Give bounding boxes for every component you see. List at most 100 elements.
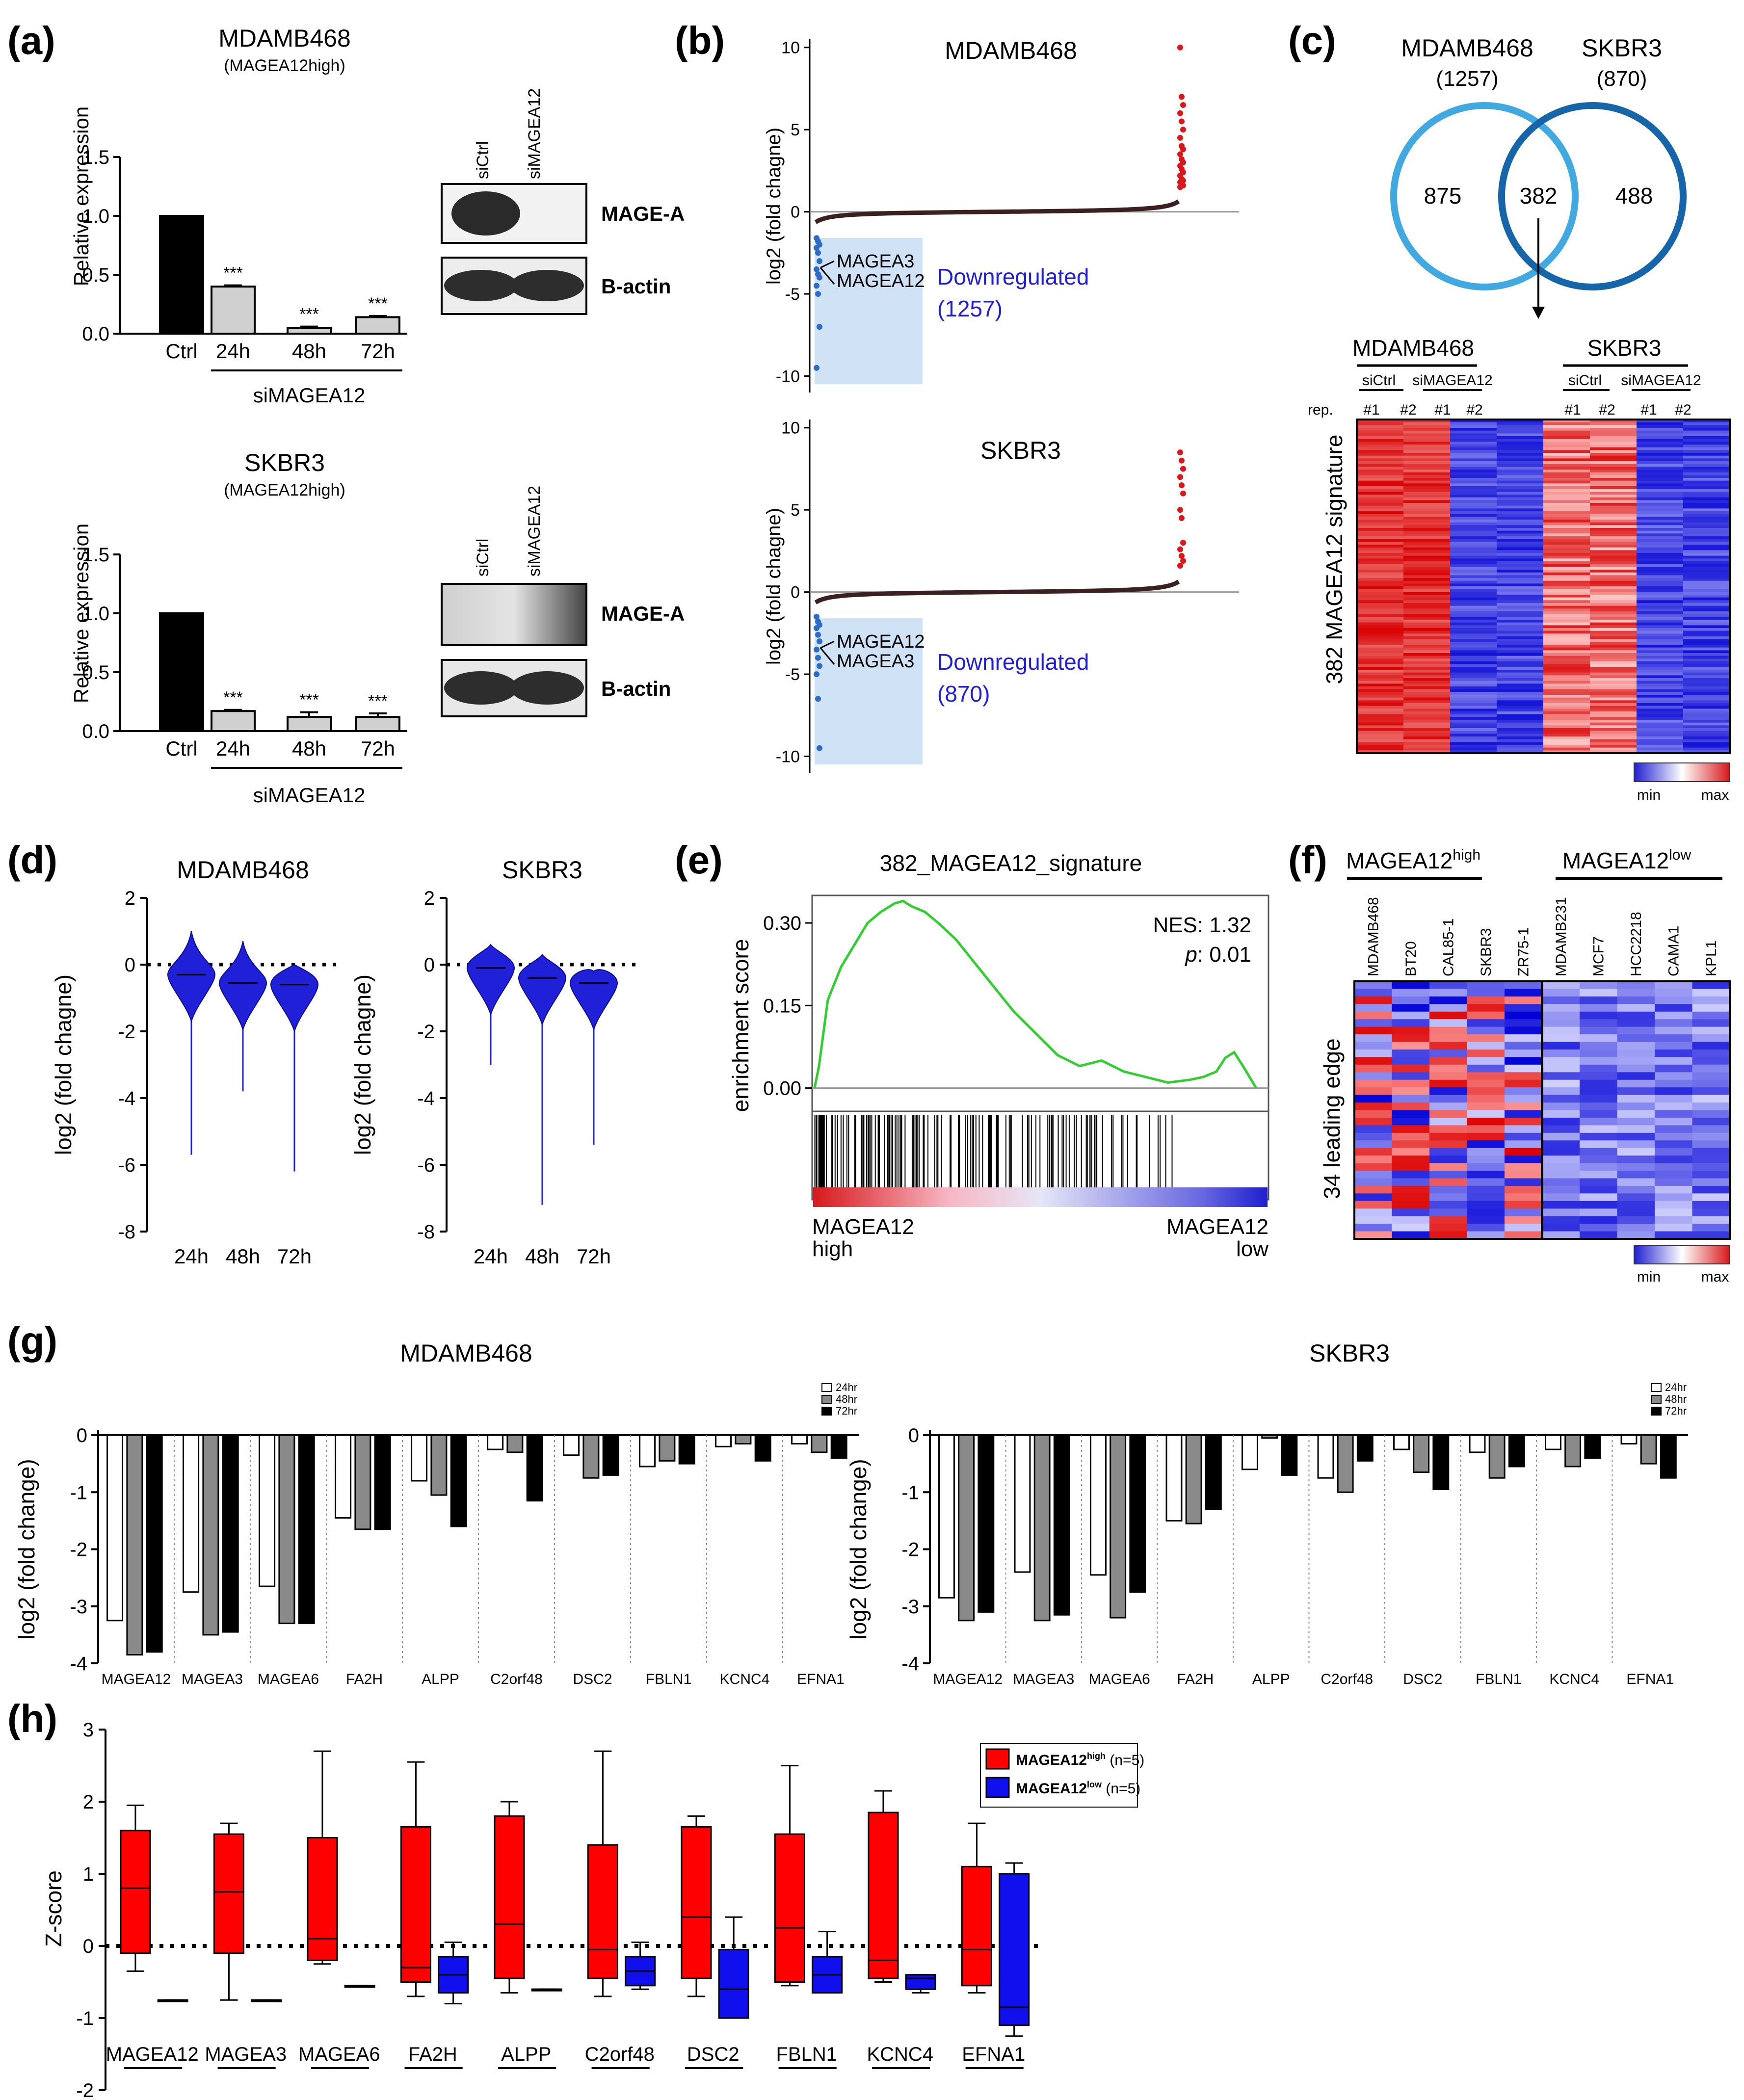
b-bottom-up-point [1177,474,1183,480]
heatmap-c-cell [1590,653,1637,656]
g-right-ytick-label: -3 [901,1596,919,1618]
g-right-xtick-label: MAGEA6 [1089,1671,1150,1687]
heatmap-c-cell [1450,536,1497,540]
heatmap-c-cell [1357,678,1404,682]
heatmap-c-cell [1543,467,1590,470]
heatmap-c-cell [1637,483,1684,487]
heatmap-c-cell [1497,547,1544,551]
heatmap-c-cell [1590,475,1637,478]
a-top-sig: *** [368,294,388,313]
heatmap-c-cell [1683,453,1730,456]
heatmap-c-cell [1590,522,1637,525]
heatmap-c-cell [1497,595,1544,598]
heatmap-f-cell [1354,1102,1392,1110]
heatmap-c-cell [1543,642,1590,645]
heatmap-f-cell [1467,981,1505,989]
heatmap-f-cell [1392,1193,1430,1202]
a-bottom-xtick-label: Ctrl [165,737,197,760]
heatmap-c-cell [1590,683,1637,687]
heatmap-c-cell [1357,583,1404,587]
heatmap-c-cell [1543,580,1590,584]
heatmap-c-cell [1637,503,1684,506]
g-right-bar [1129,1434,1146,1593]
heatmap-c-cell [1683,692,1730,695]
heatmap-c-cell [1403,747,1451,751]
heatmap-c-cell [1497,422,1544,425]
heatmap-f-cell [1617,1057,1655,1065]
heatmap-f-cell [1392,1026,1430,1035]
heatmap-c-cell [1683,667,1730,670]
heatmap-c-cell [1357,505,1404,509]
heatmap-c-cell [1450,653,1497,656]
heatmap-c-cell [1543,522,1590,525]
heatmap-f-cell [1392,1216,1430,1224]
western-blot-mdamb468: siCtrl siMAGEA12 MAGE-A B-actin [441,88,685,315]
heatmap-c-cell [1497,589,1544,592]
heatmap-c-cell [1683,731,1730,734]
heatmap-f-cell [1692,1095,1730,1103]
heatmap-c-cell [1450,681,1497,684]
heatmap-c-cell [1683,550,1730,553]
heatmap-f-cell [1617,1004,1655,1012]
heatmap-c-cell [1497,603,1544,606]
heatmap-c-legend-bar [1634,762,1730,782]
heatmap-c-cell [1683,567,1730,570]
heatmap-f-cell [1655,1201,1692,1209]
heatmap-f-cell [1580,1049,1617,1057]
venn-left-only: 875 [1424,183,1462,209]
heatmap-c-cell [1543,489,1590,492]
heatmap-c-cell [1357,586,1404,590]
heatmap-c-cell [1637,580,1684,584]
g-right-bar [1356,1434,1374,1462]
heatmap-c-cell [1543,681,1590,684]
heatmap-c-cell [1357,605,1404,609]
f-row-label: 34 leading edge [1319,1038,1345,1199]
heatmap-c-cell [1543,614,1590,617]
heatmap-c-cell [1543,608,1590,612]
heatmap-c-cell [1450,522,1497,525]
heatmap-c-cell [1403,739,1451,742]
heatmap-f-cell [1392,1072,1430,1080]
heatmap-c-cell [1450,656,1497,659]
g-left-legend-swatch [821,1383,832,1392]
heatmap-f-cell [1617,1216,1655,1224]
g-right-legend-swatch [1651,1407,1662,1416]
heatmap-f-cell [1467,1224,1505,1232]
venn-left-total: (1257) [1436,67,1498,91]
h-ytick-label: 2 [83,1791,94,1813]
heatmap-c-cell [1450,420,1497,423]
heatmap-f-cell [1617,1155,1655,1164]
heatmap-c-cell [1637,428,1684,431]
heatmap-c-cell [1497,517,1544,520]
heatmap-f-cell [1692,1019,1730,1027]
heatmap-c-cell [1637,445,1684,448]
heatmap-c-cell [1590,595,1637,598]
heatmap-c-cell [1543,561,1590,565]
g-right-ytick-label: -1 [901,1482,919,1503]
heatmap-f-cell [1392,1140,1430,1149]
heatmap-c-cell [1543,425,1590,428]
heatmap-c-cell [1543,647,1590,651]
heatmap-f-cell [1542,1011,1580,1020]
heatmap-c-cell [1590,645,1637,648]
heatmap-f-cell [1580,1042,1617,1050]
heatmap-c-cell [1543,483,1590,487]
heatmap-f-cell [1542,1178,1580,1186]
heatmap-c-cell [1403,525,1451,528]
heatmap-c-cell [1450,442,1497,445]
heatmap-c-cell [1590,678,1637,682]
heatmap-c-cell [1590,530,1637,534]
heatmap-c-cell [1357,575,1404,578]
g-right-bar [1508,1434,1525,1468]
heatmap-c-cell [1357,530,1404,534]
heatmap-c-cell [1683,595,1730,598]
heatmap-c-cell [1497,500,1544,503]
heatmap-c-cell [1403,681,1451,684]
heatmap-c-cell [1683,555,1730,559]
g-left-xtick-label: ALPP [422,1671,459,1687]
heatmap-f-legend-bar [1634,1245,1730,1264]
heatmap-c-rep: #1 [1434,402,1451,418]
heatmap-f-cell [1467,1140,1505,1149]
heatmap-c-cell [1450,533,1497,537]
heatmap-c-legend-max: max [1701,787,1729,803]
